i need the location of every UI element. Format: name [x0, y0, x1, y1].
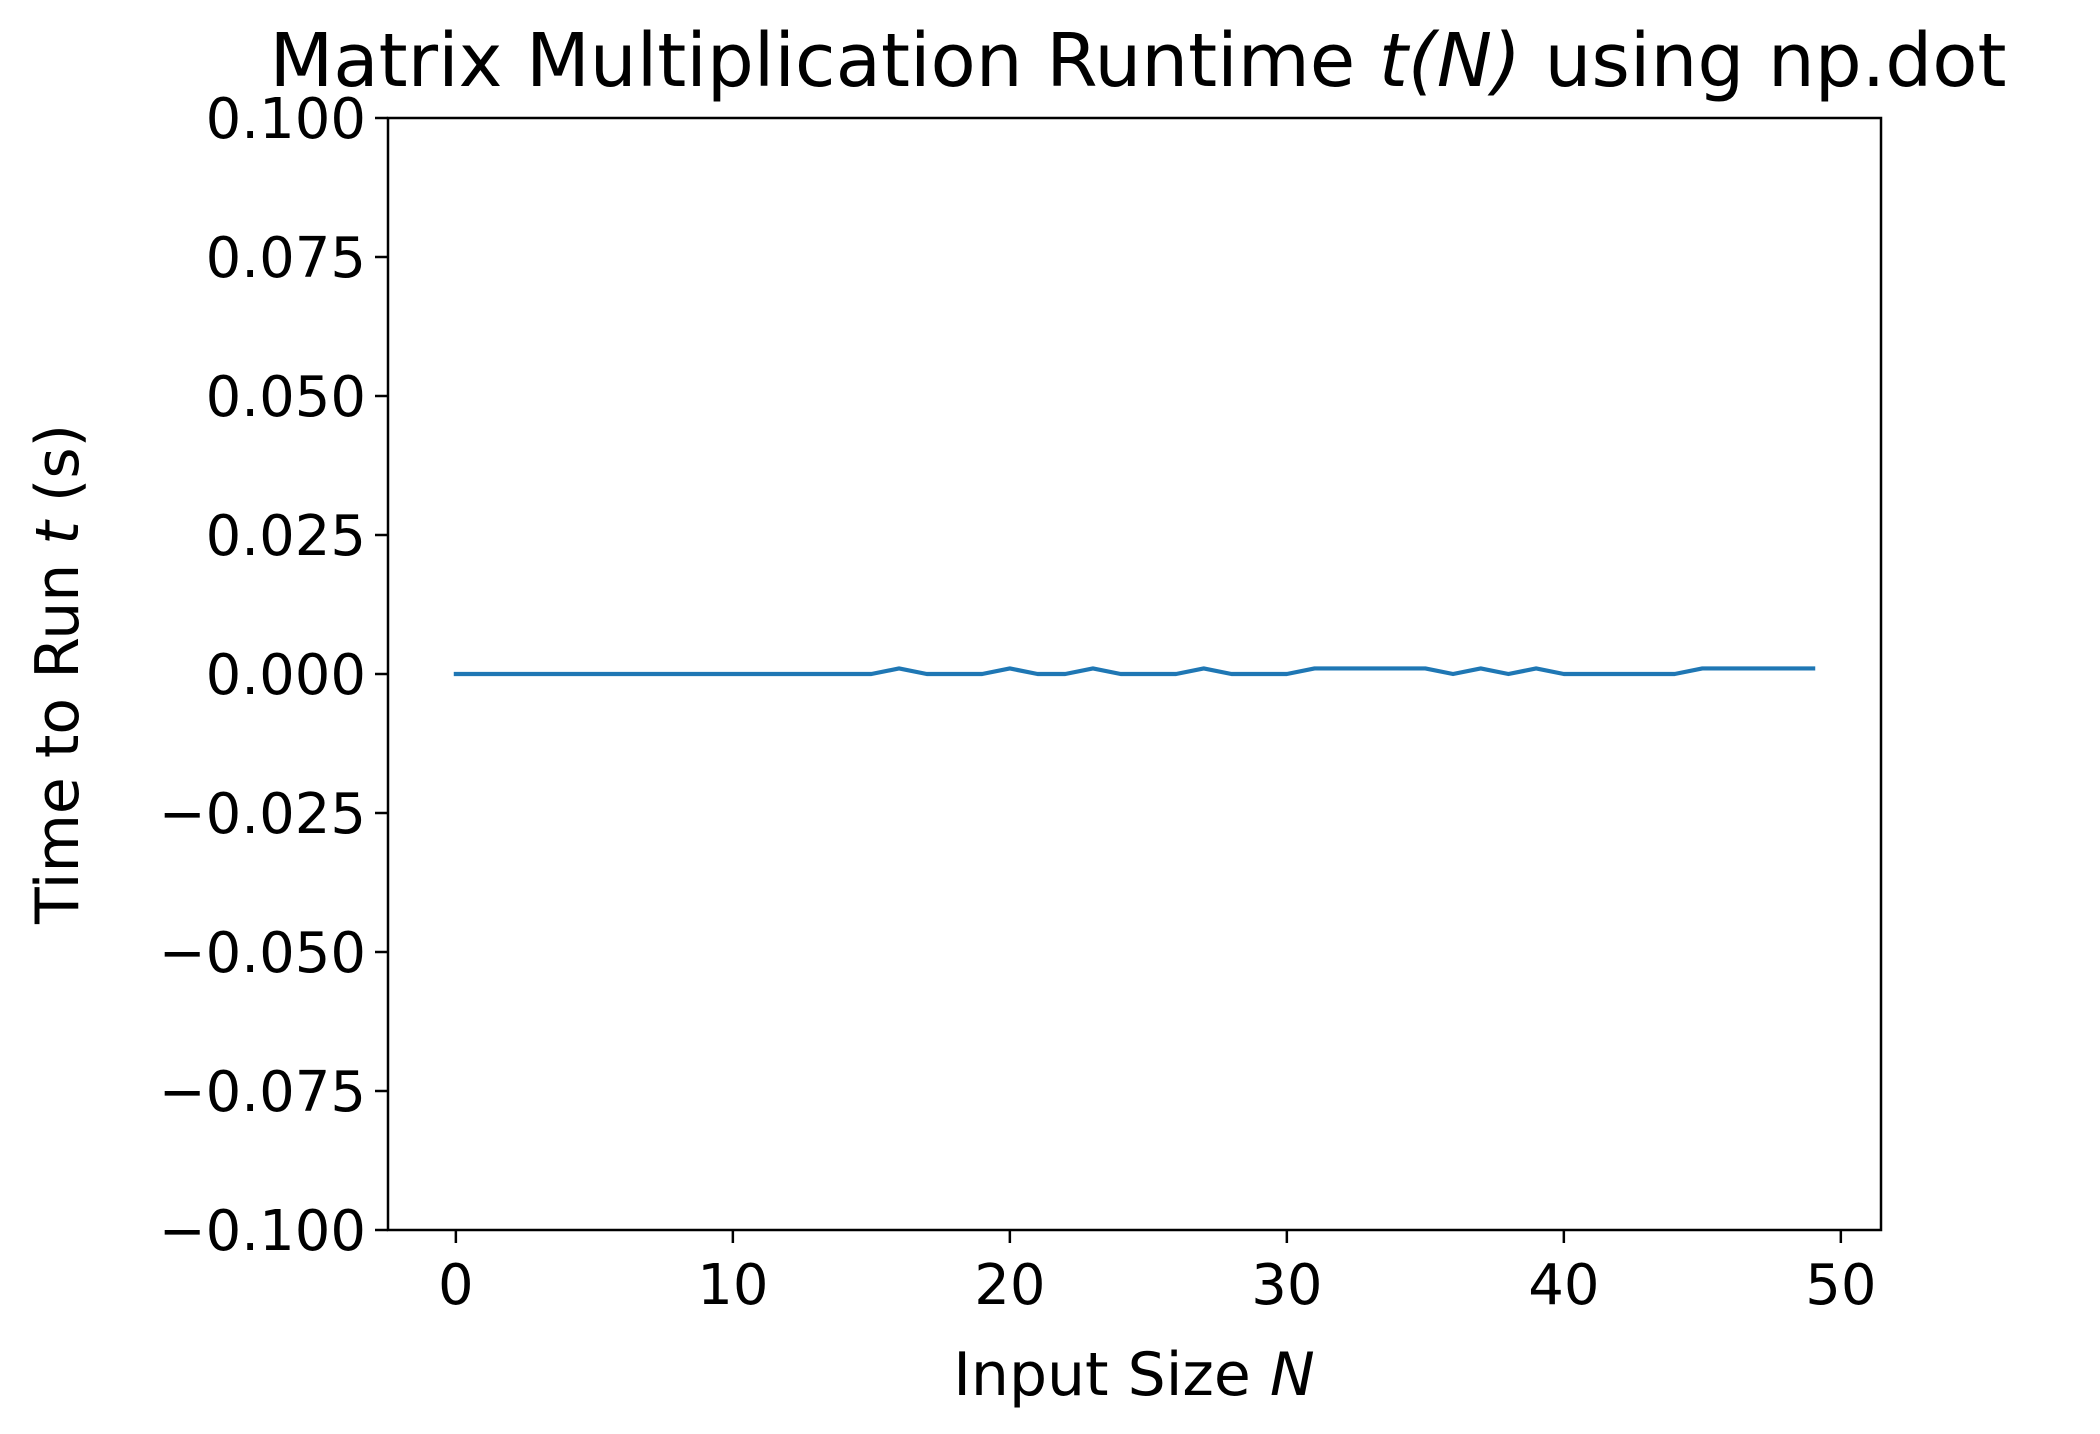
x-axis-ticks: 0 10 20 30 40 50	[438, 1230, 1876, 1318]
y-tick-label: −0.025	[159, 782, 366, 847]
x-tick-label: 30	[1251, 1253, 1322, 1318]
x-tick-label: 0	[438, 1253, 474, 1318]
y-tick-label: 0.050	[206, 365, 366, 430]
chart-title-math: t(N)	[1379, 18, 1521, 104]
y-axis-label-prefix: Time to Run	[23, 545, 93, 925]
y-tick-label: −0.050	[159, 921, 366, 986]
y-axis-ticks: −0.100 −0.075 −0.050 −0.025 0.000 0.025 0.050 0…	[159, 87, 388, 1264]
data-layer	[453, 666, 1816, 677]
x-axis-label-math: N	[1270, 1340, 1315, 1410]
y-axis-label-math: t	[23, 519, 93, 545]
x-tick-label: 20	[974, 1253, 1045, 1318]
series-line-0	[453, 666, 1816, 677]
y-axis-label-suffix: (s)	[23, 424, 93, 521]
chart-title-suffix: using np.dot	[1521, 18, 2007, 104]
y-axis-label: Time to Run t (s)	[23, 424, 93, 925]
x-axis-label: Input Size N	[953, 1340, 1315, 1410]
x-tick-label: 50	[1805, 1253, 1876, 1318]
y-tick-label: −0.100	[159, 1199, 366, 1264]
chart-title: Matrix Multiplication Runtime t(N) using…	[269, 18, 2006, 104]
y-tick-label: −0.075	[159, 1060, 366, 1125]
chart-title-prefix: Matrix Multiplication Runtime	[269, 18, 1378, 104]
y-tick-label: 0.100	[206, 87, 366, 152]
x-axis-label-prefix: Input Size	[953, 1340, 1270, 1410]
y-tick-label: 0.075	[206, 226, 366, 291]
y-tick-label: 0.025	[206, 504, 366, 569]
x-tick-label: 10	[697, 1253, 768, 1318]
x-tick-label: 40	[1528, 1253, 1599, 1318]
y-tick-label: 0.000	[206, 643, 366, 708]
